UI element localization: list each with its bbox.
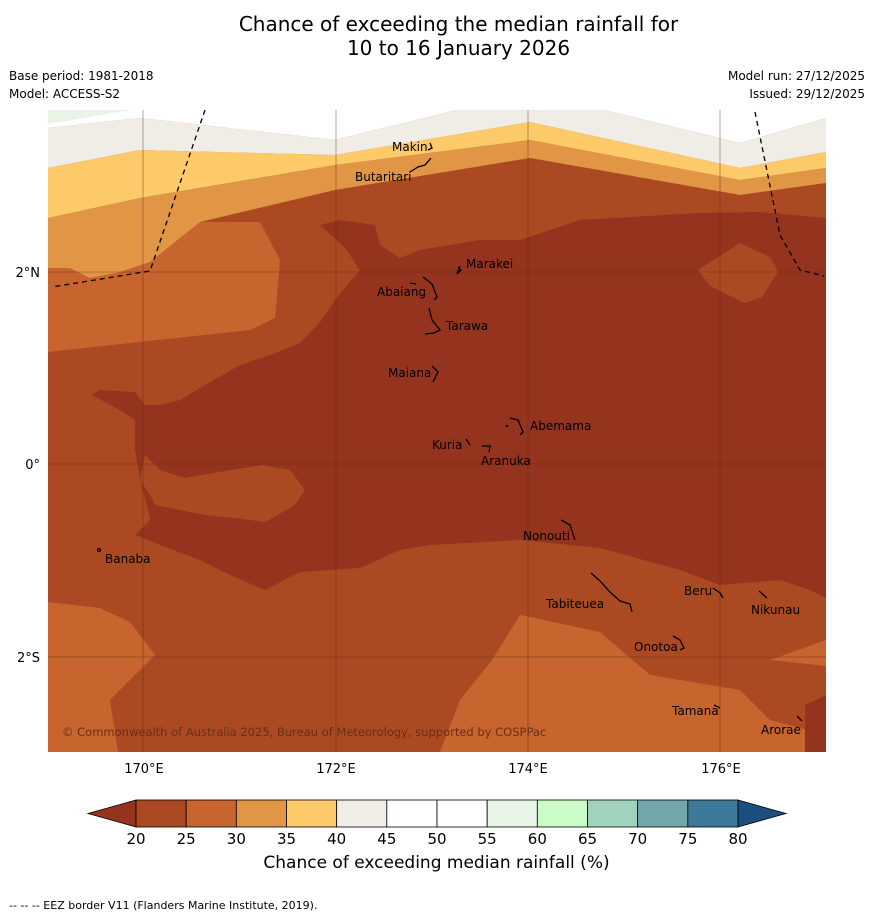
place-label: Tamana [671,704,719,718]
band-white-top [48,110,826,143]
place-label: Kuria [432,438,463,452]
longitude-tick: 172°E [316,762,356,777]
longitude-tick: 176°E [701,762,741,777]
colorbar-segment [235,799,287,828]
colorbar-segment [286,799,338,828]
latitude-tick-labels: 2°N 0° 2°S [16,266,41,666]
colorbar-tick: 20 [126,830,145,848]
band-below-20-corner [805,695,826,752]
colorbar-segment [587,799,639,828]
place-label: Marakei [466,257,513,271]
latitude-tick: 0° [25,458,40,473]
meta-right: Model run: 27/12/2025 Issued: 29/12/2025 [728,67,865,103]
band-green-corner [48,110,130,124]
graticule [48,110,826,752]
place-label: Makin [392,140,428,154]
colorbar-tick: 35 [277,830,296,848]
colorbar-tick: 60 [528,830,547,848]
place-label: Banaba [105,552,151,566]
place-label: Onotoa [634,640,678,654]
colorbar-under-arrow [86,799,137,828]
place-label: Maiana [388,366,431,380]
place-label: Aranuka [481,454,531,468]
model-name: Model: ACCESS-S2 [9,87,121,101]
colorbar-tick: 75 [678,830,697,848]
place-label: Abemama [530,419,591,433]
latitude-tick: 2°N [16,266,41,281]
issued-date: Issued: 29/12/2025 [749,87,865,101]
colorbar-tick: 45 [377,830,396,848]
colorbar-tick: 80 [728,830,747,848]
colorbar-tick: 30 [227,830,246,848]
colorbar-tick: 65 [578,830,597,848]
colorbar-segment [637,799,689,828]
place-label: Tabiteuea [545,597,604,611]
colorbar-over-arrow [737,799,788,828]
copyright-text: © Commonwealth of Australia 2025, Bureau… [62,725,546,739]
band-20-25-east [698,243,778,303]
colorbar-segment [436,799,488,828]
latitude-tick: 2°S [17,651,40,666]
chart-title: Chance of exceeding the median rainfall … [0,12,873,60]
colorbar-segment [687,799,739,828]
longitude-tick: 170°E [124,762,164,777]
longitude-tick-labels: 170°E 172°E 174°E 176°E [124,762,741,777]
colorbar-tick: 25 [177,830,196,848]
colorbar-label: Chance of exceeding median rainfall (%) [263,853,610,873]
place-label: Butaritari [355,170,412,184]
colorbar-segment [135,799,187,828]
band-20-25-inner [140,455,305,522]
colorbar-segment [386,799,438,828]
colorbar-tick: 55 [478,830,497,848]
colorbar: 20 25 30 35 40 45 50 55 60 65 70 75 80 [86,799,788,848]
band-40-45 [48,110,826,168]
meta-left: Base period: 1981-2018 Model: ACCESS-S2 [9,67,154,103]
colorbar-tick: 50 [427,830,446,848]
rainfall-field [48,110,826,752]
band-30-35 [48,140,826,278]
place-label: Nikunau [751,603,800,617]
place-labels: Makin Butaritari Marakei Abaiang Tarawa Maian… [105,140,801,737]
title-line-2: 10 to 16 January 2026 [346,36,571,60]
base-period: Base period: 1981-2018 [9,69,154,83]
place-label: Tarawa [445,319,488,333]
colorbar-segment [536,799,588,828]
place-label: Beru [684,584,712,598]
colorbar-segment [185,799,237,828]
title-line-1: Chance of exceeding the median rainfall … [238,12,679,36]
place-label: Arorae [761,723,801,737]
colorbar-tick: 70 [628,830,647,848]
place-label: Nonouti [523,529,570,543]
colorbar-segment [486,799,538,828]
model-run: Model run: 27/12/2025 [727,69,865,83]
eez-footer-note: -- -- -- EEZ border V11 (Flanders Marine… [9,899,318,912]
island-outlines [96,142,803,722]
band-35-40 [48,122,826,218]
place-label: Abaiang [377,285,426,299]
colorbar-segment [336,799,388,828]
longitude-tick: 174°E [508,762,548,777]
eez-border [51,109,825,288]
colorbar-tick: 40 [327,830,346,848]
